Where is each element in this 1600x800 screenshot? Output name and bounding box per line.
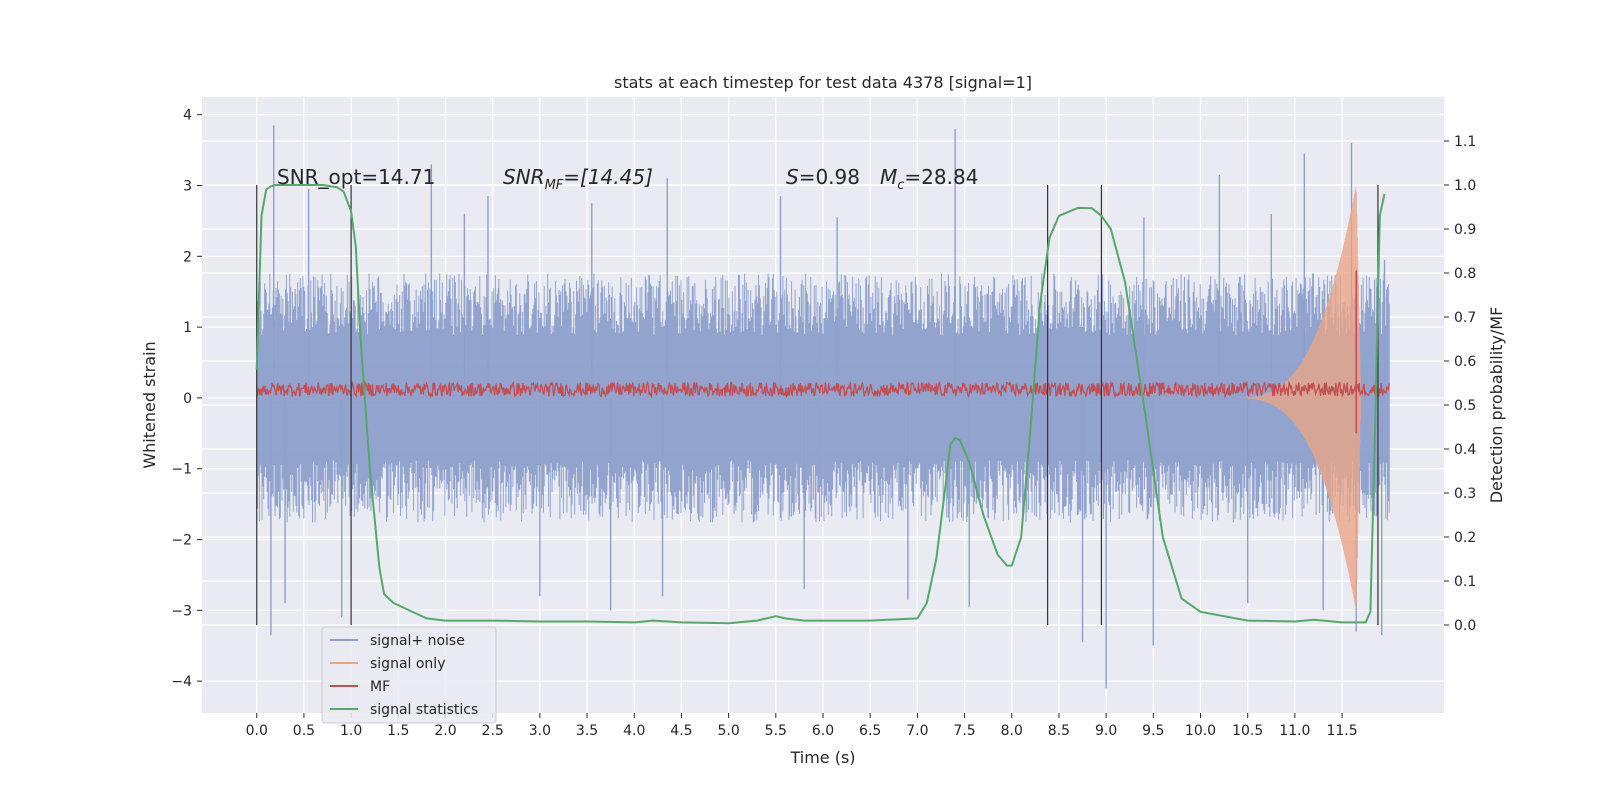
- chart-title: stats at each timestep for test data 437…: [614, 73, 1032, 92]
- annotation-s-rest: =0.98: [799, 165, 860, 189]
- x-tick-label: 8.5: [1048, 723, 1070, 739]
- annotation-mc-rest: =28.84: [904, 165, 978, 189]
- x-tick-label: 4.5: [670, 723, 692, 739]
- x-tick-label: 2.0: [434, 723, 456, 739]
- x-tick-label: 7.0: [906, 723, 928, 739]
- y-tick-label: 1: [183, 320, 192, 336]
- x-tick-label: 8.0: [1001, 723, 1023, 739]
- annotations: SNR_opt=14.71 SNRMF=[14.45] S=0.98 Mc=28…: [277, 165, 978, 193]
- x-tick-label: 9.5: [1142, 723, 1164, 739]
- annotation-s-main: S: [786, 165, 799, 189]
- x-tick-label: 6.0: [812, 723, 834, 739]
- y-right-tick-label: 0.1: [1454, 574, 1476, 590]
- legend: signal+ noise signal only MF signal stat…: [321, 626, 497, 724]
- legend-label-mf: MF: [370, 679, 390, 695]
- x-axis-ticks: 0.0 0.5 1.0 1.5 2.0 2.5 3.0 3.5 4.0 4.5 5.0 5.5 6.0 6…: [246, 713, 1358, 739]
- x-tick-label: 0.0: [246, 723, 268, 739]
- legend-label-signal-only: signal only: [370, 656, 445, 672]
- x-tick-label: 5.0: [717, 723, 739, 739]
- x-tick-label: 11.5: [1326, 723, 1357, 739]
- signal-only-line: [1236, 187, 1361, 609]
- y-tick-label: 4: [183, 108, 192, 124]
- annotation-snr-mf: SNRMF=[14.45]: [503, 165, 653, 193]
- legend-box: [321, 626, 497, 724]
- y-right-tick-label: 0.0: [1454, 618, 1476, 634]
- y-right-tick-label: 1.0: [1454, 178, 1476, 194]
- x-tick-label: 3.0: [529, 723, 551, 739]
- x-tick-label: 6.5: [859, 723, 881, 739]
- y-tick-label: −1: [171, 462, 192, 478]
- y-right-tick-label: 1.1: [1454, 134, 1476, 150]
- x-tick-label: 3.5: [576, 723, 598, 739]
- y-tick-label: 2: [183, 249, 192, 265]
- x-tick-label: 5.5: [765, 723, 787, 739]
- y-tick-label: −4: [171, 674, 192, 690]
- y-right-tick-label: 0.7: [1454, 310, 1476, 326]
- x-tick-label: 9.0: [1095, 723, 1117, 739]
- annotation-mc-sub: c: [897, 178, 904, 193]
- signal-statistics-series: [255, 184, 1386, 625]
- y-right-tick-label: 0.9: [1454, 222, 1476, 238]
- y-right-tick-label: 0.5: [1454, 398, 1476, 414]
- signal-only-series: [1236, 187, 1361, 609]
- y-tick-label: −2: [171, 533, 192, 549]
- annotation-s: S=0.98: [786, 165, 860, 189]
- y-right-tick-label: 0.8: [1454, 266, 1476, 282]
- y-right-axis-ticks: 1.1 1.0 0.9 0.8 0.7 0.6 0.5 0.4 0.3 0.2 0.1 0.0: [1444, 134, 1476, 634]
- x-tick-label: 10.0: [1185, 723, 1216, 739]
- legend-label-noise: signal+ noise: [370, 633, 465, 649]
- y-axis-label: Whitened strain: [140, 341, 159, 468]
- annotation-snr-opt: SNR_opt=14.71: [277, 165, 435, 189]
- x-tick-label: 11.0: [1279, 723, 1310, 739]
- y-tick-label: −3: [171, 603, 192, 619]
- x-tick-label: 1.5: [387, 723, 409, 739]
- mf-line: [256, 380, 1390, 399]
- annotation-snr-mf-main: SNR: [503, 165, 545, 189]
- y-axis-ticks: 4 3 2 1 0 −1 −2 −3 −4: [171, 108, 202, 690]
- x-tick-label: 10.5: [1232, 723, 1263, 739]
- x-tick-label: 2.5: [482, 723, 504, 739]
- x-tick-label: 4.0: [623, 723, 645, 739]
- annotation-snr-mf-rest: =[14.45]: [563, 165, 653, 189]
- y-right-tick-label: 0.2: [1454, 530, 1476, 546]
- legend-label-statistics: signal statistics: [370, 702, 478, 718]
- annotation-snr-mf-sub: MF: [545, 178, 564, 193]
- x-tick-label: 0.5: [293, 723, 315, 739]
- y-tick-label: 0: [183, 391, 192, 407]
- x-axis-label: Time (s): [789, 748, 855, 767]
- y-right-axis-label: Detection probability/MF: [1487, 307, 1506, 504]
- y-tick-label: 3: [183, 179, 192, 195]
- mf-series: [256, 270, 1390, 434]
- y-right-tick-label: 0.4: [1454, 442, 1476, 458]
- signal-statistics-line: [255, 184, 1386, 625]
- x-tick-label: 7.5: [953, 723, 975, 739]
- annotation-mc: Mc=28.84: [880, 165, 978, 193]
- annotation-mc-main: M: [880, 165, 897, 189]
- y-right-tick-label: 0.3: [1454, 486, 1476, 502]
- x-tick-label: 1.0: [340, 723, 362, 739]
- y-right-tick-label: 0.6: [1454, 354, 1476, 370]
